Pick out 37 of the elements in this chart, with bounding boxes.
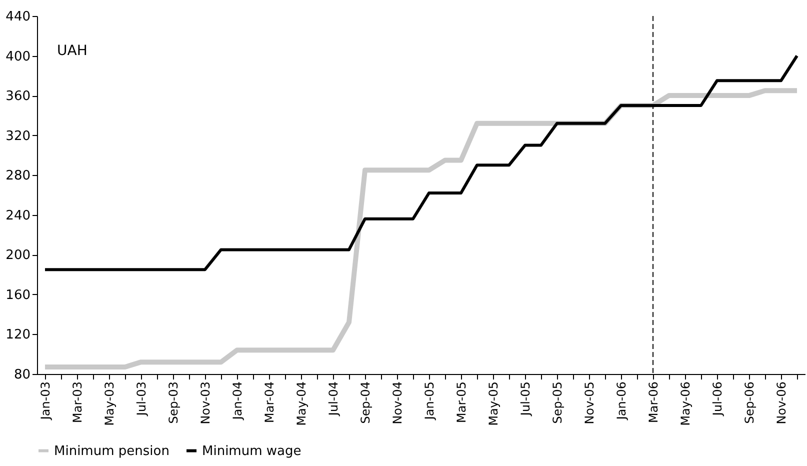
y-tick-label: 160 (6, 288, 30, 303)
x-tick-label: Nov-03 (198, 382, 212, 424)
x-tick-label: Jul-03 (134, 382, 148, 417)
y-tick-label: 240 (6, 208, 30, 224)
y-tick-label: 200 (6, 248, 30, 264)
x-tick-label: Mar-04 (262, 382, 276, 423)
x-tick-label: Nov-06 (774, 382, 788, 424)
x-tick-label: Jul-06 (710, 382, 724, 417)
x-tick-label: Sep-03 (166, 382, 180, 424)
y-tick-label: 400 (6, 49, 30, 64)
x-tick-label: Jul-04 (326, 382, 340, 417)
x-tick-label: Sep-06 (742, 382, 756, 424)
x-tick-label: Mar-03 (70, 382, 84, 423)
x-tick-label: Nov-04 (390, 382, 404, 424)
y-tick-label: 440 (6, 10, 30, 24)
y-tick-label: 280 (6, 168, 30, 184)
x-tick-label: Mar-06 (646, 382, 660, 423)
y-tick-label: 320 (6, 128, 30, 144)
x-tick-label: May-06 (678, 382, 692, 426)
x-tick-label: Jan-05 (422, 382, 436, 421)
y-tick-label: 120 (6, 328, 30, 343)
y-tick-label: 360 (6, 89, 30, 104)
y-axis-title: UAH (57, 43, 88, 59)
x-tick-label: Jan-03 (38, 382, 52, 421)
x-tick-label: May-03 (102, 382, 116, 426)
x-tick-label: Nov-05 (582, 382, 596, 424)
x-tick-label: Sep-05 (550, 382, 564, 424)
x-tick-label: May-04 (294, 382, 308, 426)
x-tick-label: Jul-05 (518, 382, 532, 417)
x-tick-label: Sep-04 (358, 382, 372, 424)
x-tick-label: Mar-05 (454, 382, 468, 423)
x-tick-label: Jan-06 (614, 382, 628, 421)
y-tick-label: 80 (14, 368, 30, 382)
x-tick-label: May-05 (486, 382, 500, 426)
legend-label: Minimum pension (54, 444, 170, 459)
legend-label: Minimum wage (202, 444, 302, 459)
x-tick-label: Jan-04 (230, 382, 244, 421)
